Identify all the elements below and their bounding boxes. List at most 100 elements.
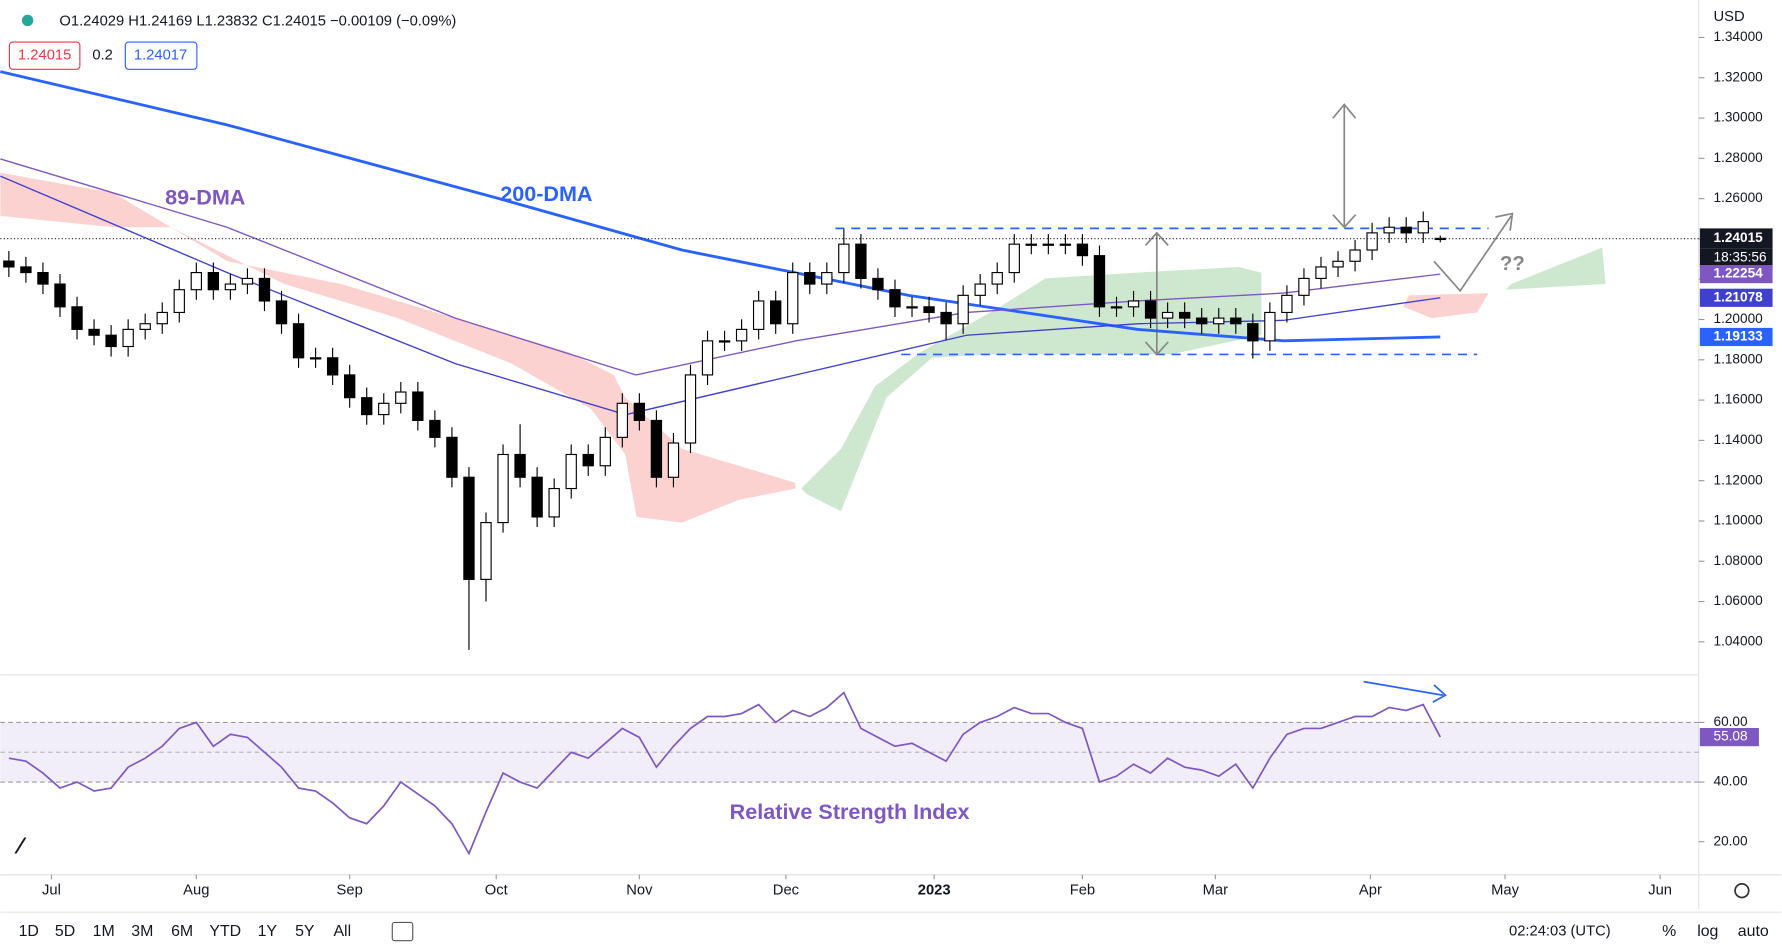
candle-body — [395, 391, 407, 404]
y-tick-label: 1.28000 — [1713, 150, 1763, 165]
candle-body — [1264, 311, 1276, 342]
candle-body — [1366, 232, 1378, 251]
candle-body — [241, 277, 254, 285]
candle-body — [71, 306, 83, 330]
range-button[interactable]: 5D — [55, 923, 75, 940]
range-button[interactable]: 5Y — [295, 923, 315, 940]
candle-body — [923, 306, 935, 314]
sell-price[interactable]: 1.24015 — [18, 48, 71, 64]
range-button[interactable]: 6M — [171, 923, 193, 940]
annotation: ?? — [1500, 252, 1525, 275]
scale-option[interactable]: log — [1697, 923, 1718, 940]
candle-body — [957, 294, 969, 325]
candle-body — [718, 340, 731, 343]
date-range-button[interactable] — [391, 921, 414, 942]
buy-button[interactable] — [124, 41, 198, 70]
range-button[interactable]: 3M — [131, 923, 153, 940]
ma-price-label: 1.22254 — [1713, 266, 1763, 281]
ohlc-quote: O1.24029 H1.24169 L1.23832 C1.24015 −0.0… — [59, 13, 456, 29]
measure-arrows — [1144, 103, 1514, 356]
candle-body — [770, 300, 782, 325]
kumo-bearish — [0, 172, 796, 523]
candle-body — [1417, 221, 1429, 234]
candle-body — [156, 311, 168, 325]
candle-body — [412, 391, 424, 422]
range-button[interactable]: 1M — [93, 923, 115, 940]
currency[interactable]: USD — [1713, 9, 1744, 25]
candle-body — [361, 397, 373, 416]
ma-price-box — [1699, 327, 1773, 347]
candle-body — [429, 419, 441, 438]
candle-body — [1383, 226, 1395, 234]
candle-body — [1042, 243, 1055, 246]
y-tick-label: 1.18000 — [1713, 351, 1763, 366]
last-price-label: 1.24015 — [1713, 230, 1763, 245]
candle-body — [855, 243, 867, 279]
x-tick-label: Mar — [1203, 883, 1228, 899]
x-tick-label: Nov — [626, 883, 653, 899]
candle-body — [497, 453, 509, 524]
candle-body — [1349, 249, 1361, 262]
settings-button[interactable] — [1734, 882, 1750, 899]
y-tick-label: 1.04000 — [1713, 633, 1763, 648]
sell-button[interactable] — [8, 41, 81, 70]
candle-body — [991, 272, 1003, 285]
candle-body — [787, 272, 799, 325]
candle-body — [906, 306, 918, 309]
candle-body — [309, 357, 322, 360]
buy-price[interactable]: 1.24017 — [134, 48, 187, 64]
y-tick-label: 1.06000 — [1713, 593, 1763, 608]
last-price-box — [1699, 228, 1773, 249]
candle-body — [838, 243, 850, 274]
candle-body — [480, 522, 492, 580]
range-button[interactable]: YTD — [209, 923, 241, 940]
candle-body — [752, 300, 765, 330]
y-tick-label: 20.00 — [1713, 833, 1748, 848]
candle-body — [1213, 317, 1225, 325]
candle-body — [582, 453, 594, 467]
candle-body — [821, 272, 833, 285]
y-tick-label: 1.08000 — [1713, 553, 1763, 568]
candle-body — [37, 272, 49, 285]
candle-body — [275, 300, 288, 325]
candle-body — [292, 323, 305, 359]
candle-body — [667, 442, 680, 478]
candle-body — [3, 260, 15, 268]
x-tick-label: Oct — [485, 883, 508, 899]
y-tick-label: 40.00 — [1713, 774, 1748, 789]
annotation: 89-DMA — [165, 185, 246, 210]
range-button[interactable]: 1Y — [258, 923, 278, 940]
x-tick-label: May — [1491, 883, 1519, 899]
candle-body — [531, 476, 543, 518]
candle-body — [804, 272, 816, 285]
countdown: 18:35:56 — [1713, 250, 1766, 265]
x-tick-label: Jun — [1648, 883, 1672, 899]
y-tick-label: 1.30000 — [1713, 110, 1763, 125]
y-tick-label: 1.34000 — [1713, 29, 1763, 44]
candle-body — [684, 374, 697, 444]
scale-option[interactable]: % — [1662, 923, 1676, 940]
candle-body — [1025, 243, 1037, 246]
x-tick-label: Sep — [337, 883, 363, 899]
kumo-bullish — [801, 266, 1262, 512]
scale-option[interactable]: auto — [1738, 923, 1769, 940]
candle-body — [20, 266, 32, 274]
candle-body — [343, 374, 356, 399]
rsi-value-label: 55.08 — [1713, 729, 1747, 744]
x-tick-label: Apr — [1359, 883, 1382, 899]
range-button[interactable]: All — [333, 923, 351, 940]
candle-body — [1178, 311, 1191, 319]
candle-body — [650, 419, 663, 478]
countdown-box — [1699, 248, 1773, 268]
rsi-line — [8, 691, 1442, 856]
ma-price-box — [1699, 288, 1773, 307]
candle-body — [446, 436, 458, 478]
spread: 0.2 — [92, 48, 113, 64]
candle-body — [326, 357, 339, 376]
x-tick-label: Aug — [183, 883, 209, 899]
rsi-label: Relative Strength Index — [730, 799, 970, 824]
range-button[interactable]: 1D — [19, 923, 39, 940]
candle-body — [1332, 260, 1344, 268]
rsi-value-box — [1699, 728, 1759, 747]
